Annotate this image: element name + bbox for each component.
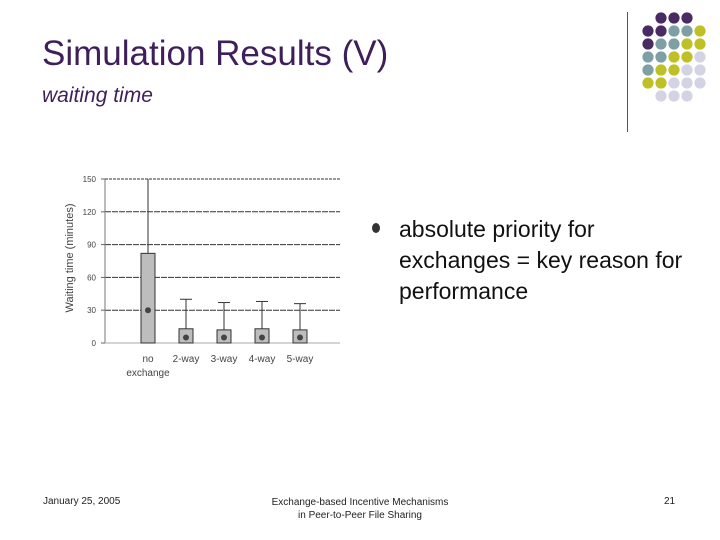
- y-tick-label: 30: [87, 306, 96, 315]
- slide-subtitle: waiting time: [42, 84, 153, 107]
- decorative-dot: [642, 38, 654, 50]
- decorative-dot-grid: [642, 12, 706, 102]
- decorative-dot: [655, 90, 667, 102]
- y-tick-label: 0: [92, 339, 97, 348]
- mean-marker: [297, 334, 303, 341]
- y-tick-label: 90: [87, 241, 96, 250]
- decorative-dot: [655, 12, 667, 24]
- decorative-dot: [668, 25, 680, 37]
- x-tick-label: 5-way: [287, 354, 314, 365]
- boxes: [140, 179, 308, 344]
- decorative-dot: [642, 25, 654, 37]
- decorative-dot: [642, 64, 654, 76]
- decorative-dot: [681, 38, 693, 50]
- decorative-dot: [694, 51, 706, 63]
- decorative-dot: [681, 12, 693, 24]
- divider-line: [627, 12, 628, 132]
- page-number: 21: [664, 496, 676, 507]
- decorative-dot: [642, 77, 654, 89]
- gridlines: [105, 178, 340, 311]
- decorative-dot: [681, 64, 693, 76]
- footer-title-line2: in Peer-to-Peer File Sharing: [298, 510, 422, 521]
- decorative-dot: [642, 51, 654, 63]
- decorative-dot: [655, 51, 667, 63]
- decorative-dot: [694, 77, 706, 89]
- decorative-dot: [681, 90, 693, 102]
- footer-title: Exchange-based Incentive Mechanisms in P…: [250, 496, 470, 522]
- decorative-dot: [668, 51, 680, 63]
- y-axis-label: Waiting time (minutes): [64, 203, 76, 312]
- y-axis: 0 30 60 90 120 150: [83, 175, 340, 348]
- decorative-dot: [668, 77, 680, 89]
- decorative-dot: [681, 51, 693, 63]
- box: [140, 252, 156, 344]
- slide-title: Simulation Results (V): [42, 34, 389, 73]
- decorative-dot: [668, 64, 680, 76]
- decorative-dot: [668, 90, 680, 102]
- mean-marker: [221, 334, 227, 341]
- decorative-dot: [681, 77, 693, 89]
- decorative-dot: [655, 38, 667, 50]
- bullet-dot-icon: [372, 223, 380, 233]
- x-tick-label: exchange: [126, 368, 170, 379]
- decorative-dot: [655, 64, 667, 76]
- decorative-dot: [655, 25, 667, 37]
- mean-marker: [145, 307, 151, 314]
- decorative-dot: [655, 77, 667, 89]
- x-tick-label: no: [142, 354, 154, 365]
- mean-marker: [259, 334, 265, 341]
- mean-marker: [183, 334, 189, 341]
- footer-title-line1: Exchange-based Incentive Mechanisms: [271, 497, 449, 508]
- decorative-dot: [668, 38, 680, 50]
- decorative-dot: [668, 12, 680, 24]
- decorative-dot: [694, 25, 706, 37]
- y-tick-label: 150: [83, 175, 97, 184]
- x-tick-label: 3-way: [211, 354, 238, 365]
- footer-date: January 25, 2005: [43, 496, 121, 507]
- y-tick-label: 60: [87, 273, 96, 282]
- x-tick-label: 4-way: [249, 354, 276, 365]
- bullet-text: absolute priority for exchanges = key re…: [399, 216, 683, 304]
- y-tick-label: 120: [83, 208, 97, 217]
- decorative-dot: [694, 64, 706, 76]
- decorative-dot: [694, 38, 706, 50]
- decorative-dot: [681, 25, 693, 37]
- x-tick-label: 2-way: [173, 354, 200, 365]
